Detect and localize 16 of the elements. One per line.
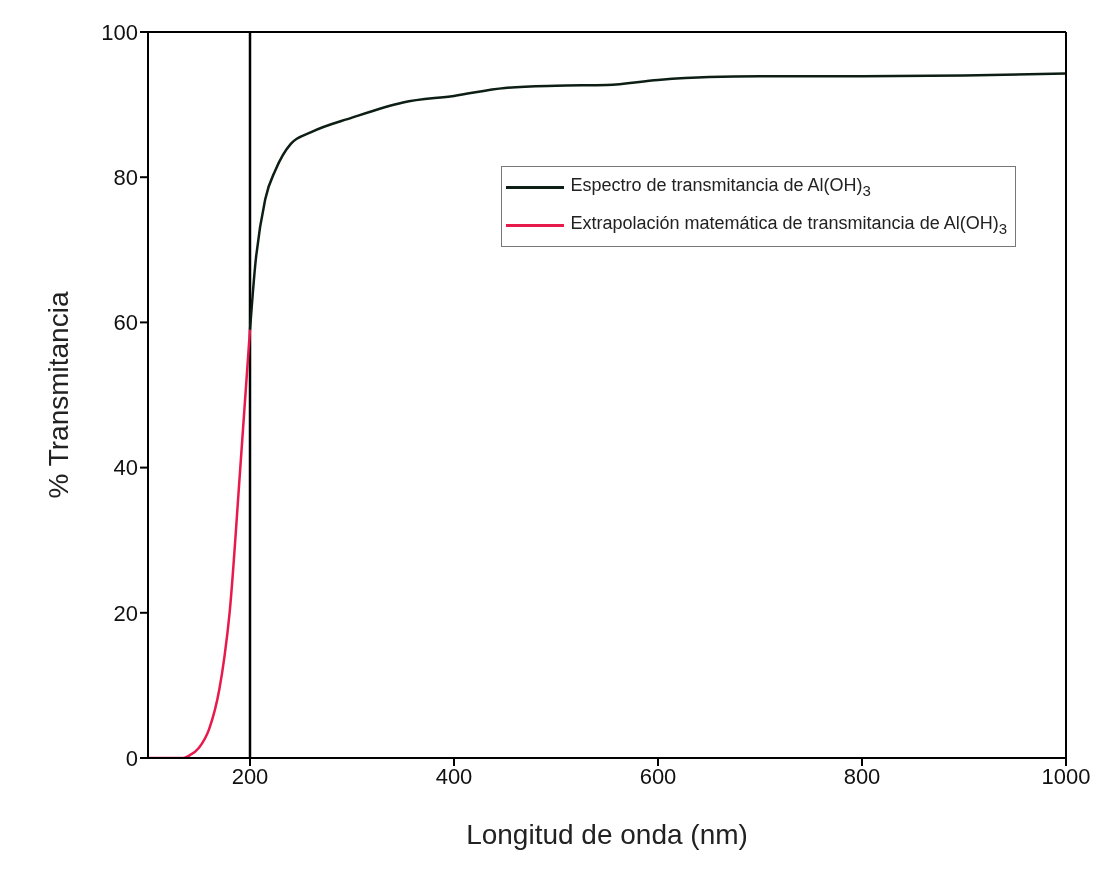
line-series: [248, 72, 1066, 331]
y-tick-label: 0: [125, 745, 138, 771]
y-tick-label: 80: [113, 165, 138, 191]
x-tick-label: 400: [435, 763, 473, 789]
x-axis-title: Longitud de onda (nm): [466, 819, 748, 850]
y-tick-label: 20: [113, 600, 138, 626]
legend-label: Extrapolación matemática de transmitancia de Al(OH)$_{3}$: [570, 211, 1007, 239]
x-tick-label: 1000: [1041, 763, 1091, 789]
y-tick-label: 40: [113, 455, 138, 481]
x-tick-label: 600: [639, 763, 677, 789]
legend-label: Espectro de transmitancia de Al(OH)$_{3}$: [570, 174, 871, 201]
y-axis-title: % Transmitancia: [42, 291, 74, 499]
y-tick-label: 100: [101, 19, 138, 45]
x-tick-label: 200: [231, 763, 269, 789]
x-tick-label: 800: [843, 763, 881, 789]
y-tick-label: 60: [113, 310, 138, 336]
